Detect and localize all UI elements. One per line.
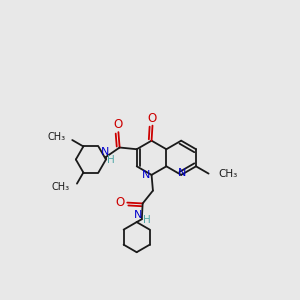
Text: O: O: [116, 196, 125, 209]
Text: CH₃: CH₃: [218, 169, 237, 178]
Text: N: N: [142, 170, 150, 180]
Text: O: O: [114, 118, 123, 131]
Text: H: H: [107, 155, 115, 165]
Text: N: N: [134, 209, 142, 220]
Text: O: O: [148, 112, 157, 125]
Text: H: H: [143, 214, 151, 224]
Text: N: N: [101, 147, 109, 157]
Text: CH₃: CH₃: [47, 132, 65, 142]
Text: N: N: [178, 168, 186, 178]
Text: CH₃: CH₃: [52, 182, 70, 192]
